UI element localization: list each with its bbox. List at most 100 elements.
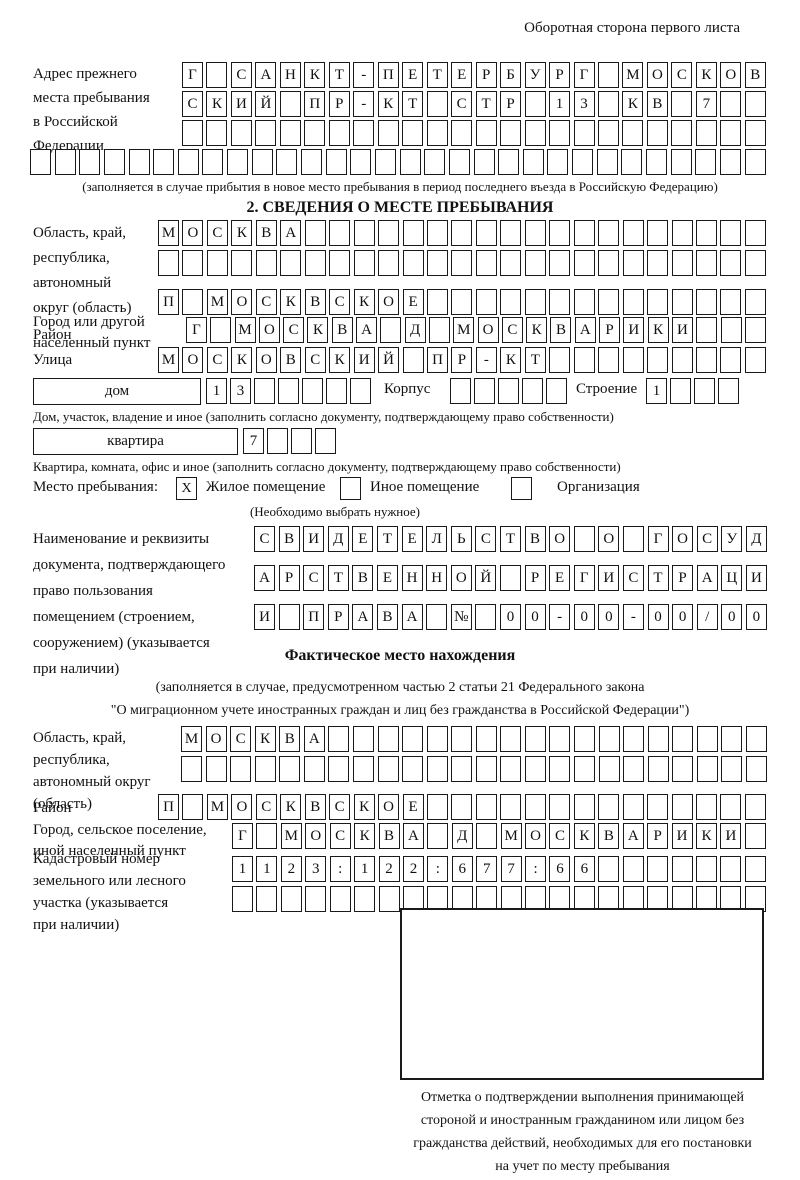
- char-cell[interactable]: [473, 149, 495, 175]
- char-cell[interactable]: Т: [426, 62, 448, 88]
- char-cell[interactable]: [500, 220, 522, 246]
- char-cell[interactable]: [304, 250, 326, 276]
- char-cell[interactable]: Р: [328, 91, 350, 117]
- char-cell[interactable]: [573, 220, 595, 246]
- char-cell[interactable]: 6: [573, 856, 595, 882]
- char-cell[interactable]: [451, 250, 473, 276]
- char-cell[interactable]: И: [598, 565, 620, 591]
- char-cell[interactable]: К: [206, 91, 228, 117]
- char-cell[interactable]: М: [158, 347, 179, 373]
- char-cell[interactable]: [573, 794, 595, 820]
- char-cell[interactable]: 0: [598, 604, 620, 630]
- char-cell[interactable]: Д: [327, 526, 349, 552]
- char-cell[interactable]: В: [744, 62, 766, 88]
- char-cell[interactable]: Е: [402, 794, 424, 820]
- char-cell[interactable]: [254, 378, 275, 404]
- char-cell[interactable]: №: [450, 604, 472, 630]
- char-cell[interactable]: С: [329, 823, 351, 849]
- char-cell[interactable]: Л: [426, 526, 448, 552]
- char-cell[interactable]: О: [231, 794, 253, 820]
- char-cell[interactable]: В: [550, 317, 572, 343]
- char-cell[interactable]: К: [353, 289, 375, 315]
- char-cell[interactable]: [206, 120, 228, 146]
- char-cell[interactable]: [255, 120, 277, 146]
- char-cell[interactable]: [499, 565, 521, 591]
- char-cell[interactable]: [744, 794, 766, 820]
- char-cell[interactable]: [696, 856, 718, 882]
- char-cell[interactable]: [546, 378, 567, 404]
- char-cell[interactable]: И: [353, 347, 375, 373]
- char-cell[interactable]: [598, 756, 620, 782]
- char-cell[interactable]: О: [598, 526, 620, 552]
- char-cell[interactable]: :: [427, 856, 449, 882]
- char-cell[interactable]: [206, 62, 228, 88]
- char-cell[interactable]: Г: [573, 565, 595, 591]
- char-cell[interactable]: О: [450, 565, 472, 591]
- char-cell[interactable]: [622, 347, 644, 373]
- char-cell[interactable]: [745, 756, 767, 782]
- char-cell[interactable]: [647, 347, 669, 373]
- char-cell[interactable]: [451, 120, 473, 146]
- char-cell[interactable]: [695, 250, 717, 276]
- char-cell[interactable]: [426, 120, 448, 146]
- char-cell[interactable]: 0: [647, 604, 669, 630]
- char-cell[interactable]: [475, 726, 497, 752]
- char-cell[interactable]: С: [230, 62, 252, 88]
- char-cell[interactable]: [622, 289, 644, 315]
- char-cell[interactable]: [671, 120, 693, 146]
- char-cell[interactable]: [647, 794, 669, 820]
- char-cell[interactable]: Е: [549, 565, 571, 591]
- char-cell[interactable]: [182, 250, 204, 276]
- char-cell[interactable]: [695, 120, 717, 146]
- char-cell[interactable]: Т: [327, 565, 349, 591]
- char-cell[interactable]: Ь: [450, 526, 472, 552]
- char-cell[interactable]: [231, 250, 253, 276]
- char-cell[interactable]: [720, 250, 742, 276]
- char-cell[interactable]: О: [720, 62, 742, 88]
- char-cell[interactable]: [424, 149, 446, 175]
- char-cell[interactable]: [377, 120, 399, 146]
- char-cell[interactable]: Р: [451, 347, 473, 373]
- char-cell[interactable]: [500, 120, 522, 146]
- char-cell[interactable]: [670, 378, 691, 404]
- char-cell[interactable]: -: [475, 347, 497, 373]
- char-cell[interactable]: М: [206, 289, 228, 315]
- char-cell[interactable]: [549, 347, 571, 373]
- char-cell[interactable]: [647, 250, 669, 276]
- char-cell[interactable]: [402, 120, 424, 146]
- char-cell[interactable]: [574, 756, 595, 782]
- char-cell[interactable]: К: [307, 317, 329, 343]
- org-checkbox[interactable]: [511, 477, 532, 500]
- char-cell[interactable]: Н: [279, 62, 301, 88]
- char-cell[interactable]: /: [696, 604, 718, 630]
- char-cell[interactable]: 0: [721, 604, 743, 630]
- char-cell[interactable]: [402, 726, 424, 752]
- char-cell[interactable]: Е: [402, 62, 424, 88]
- char-cell[interactable]: [671, 250, 693, 276]
- char-cell[interactable]: [304, 220, 326, 246]
- char-cell[interactable]: У: [524, 62, 546, 88]
- char-cell[interactable]: [696, 726, 718, 752]
- char-cell[interactable]: П: [304, 91, 326, 117]
- char-cell[interactable]: [399, 149, 421, 175]
- char-cell[interactable]: [547, 149, 569, 175]
- char-cell[interactable]: [329, 250, 351, 276]
- char-cell[interactable]: [671, 347, 693, 373]
- char-cell[interactable]: [695, 347, 717, 373]
- char-cell[interactable]: [671, 856, 693, 882]
- char-cell[interactable]: Е: [352, 526, 374, 552]
- char-cell[interactable]: О: [378, 794, 400, 820]
- char-cell[interactable]: Т: [376, 526, 398, 552]
- char-cell[interactable]: [475, 120, 497, 146]
- char-cell[interactable]: С: [329, 289, 351, 315]
- char-cell[interactable]: [549, 220, 571, 246]
- char-cell[interactable]: [549, 250, 571, 276]
- char-cell[interactable]: [524, 289, 546, 315]
- char-cell[interactable]: Н: [401, 565, 423, 591]
- char-cell[interactable]: С: [255, 794, 277, 820]
- char-cell[interactable]: [500, 250, 522, 276]
- char-cell[interactable]: С: [304, 347, 326, 373]
- char-cell[interactable]: [202, 149, 224, 175]
- char-cell[interactable]: [350, 149, 372, 175]
- char-cell[interactable]: [304, 120, 326, 146]
